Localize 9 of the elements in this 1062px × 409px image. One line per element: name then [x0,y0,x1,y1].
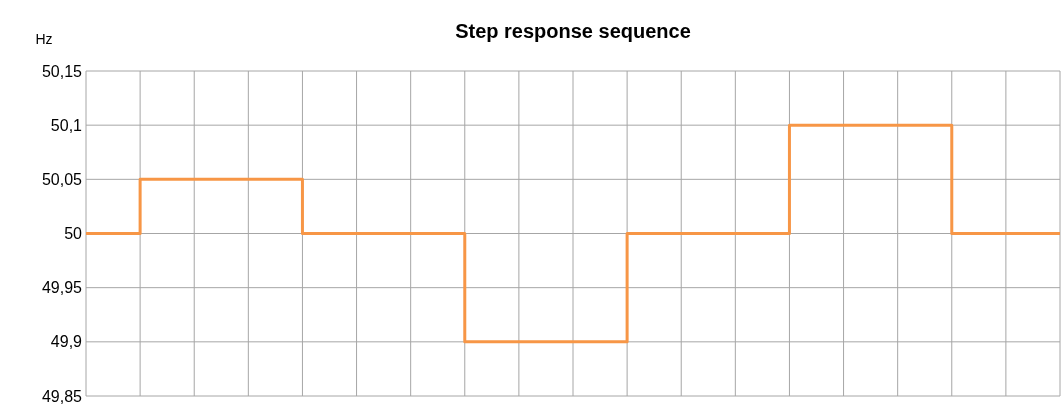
y-tick-label: 49,9 [50,333,83,351]
y-tick-label: 50 [64,225,83,243]
y-tick-label: 50,05 [41,170,83,188]
y-tick-label: 49,85 [41,387,83,405]
y-tick-label: 49,95 [41,279,83,297]
y-axis-title: Hz [35,31,53,47]
y-tick-label: 50,1 [50,116,83,134]
chart-title: Step response sequence [455,20,691,42]
y-tick-label: 50,15 [41,62,83,80]
